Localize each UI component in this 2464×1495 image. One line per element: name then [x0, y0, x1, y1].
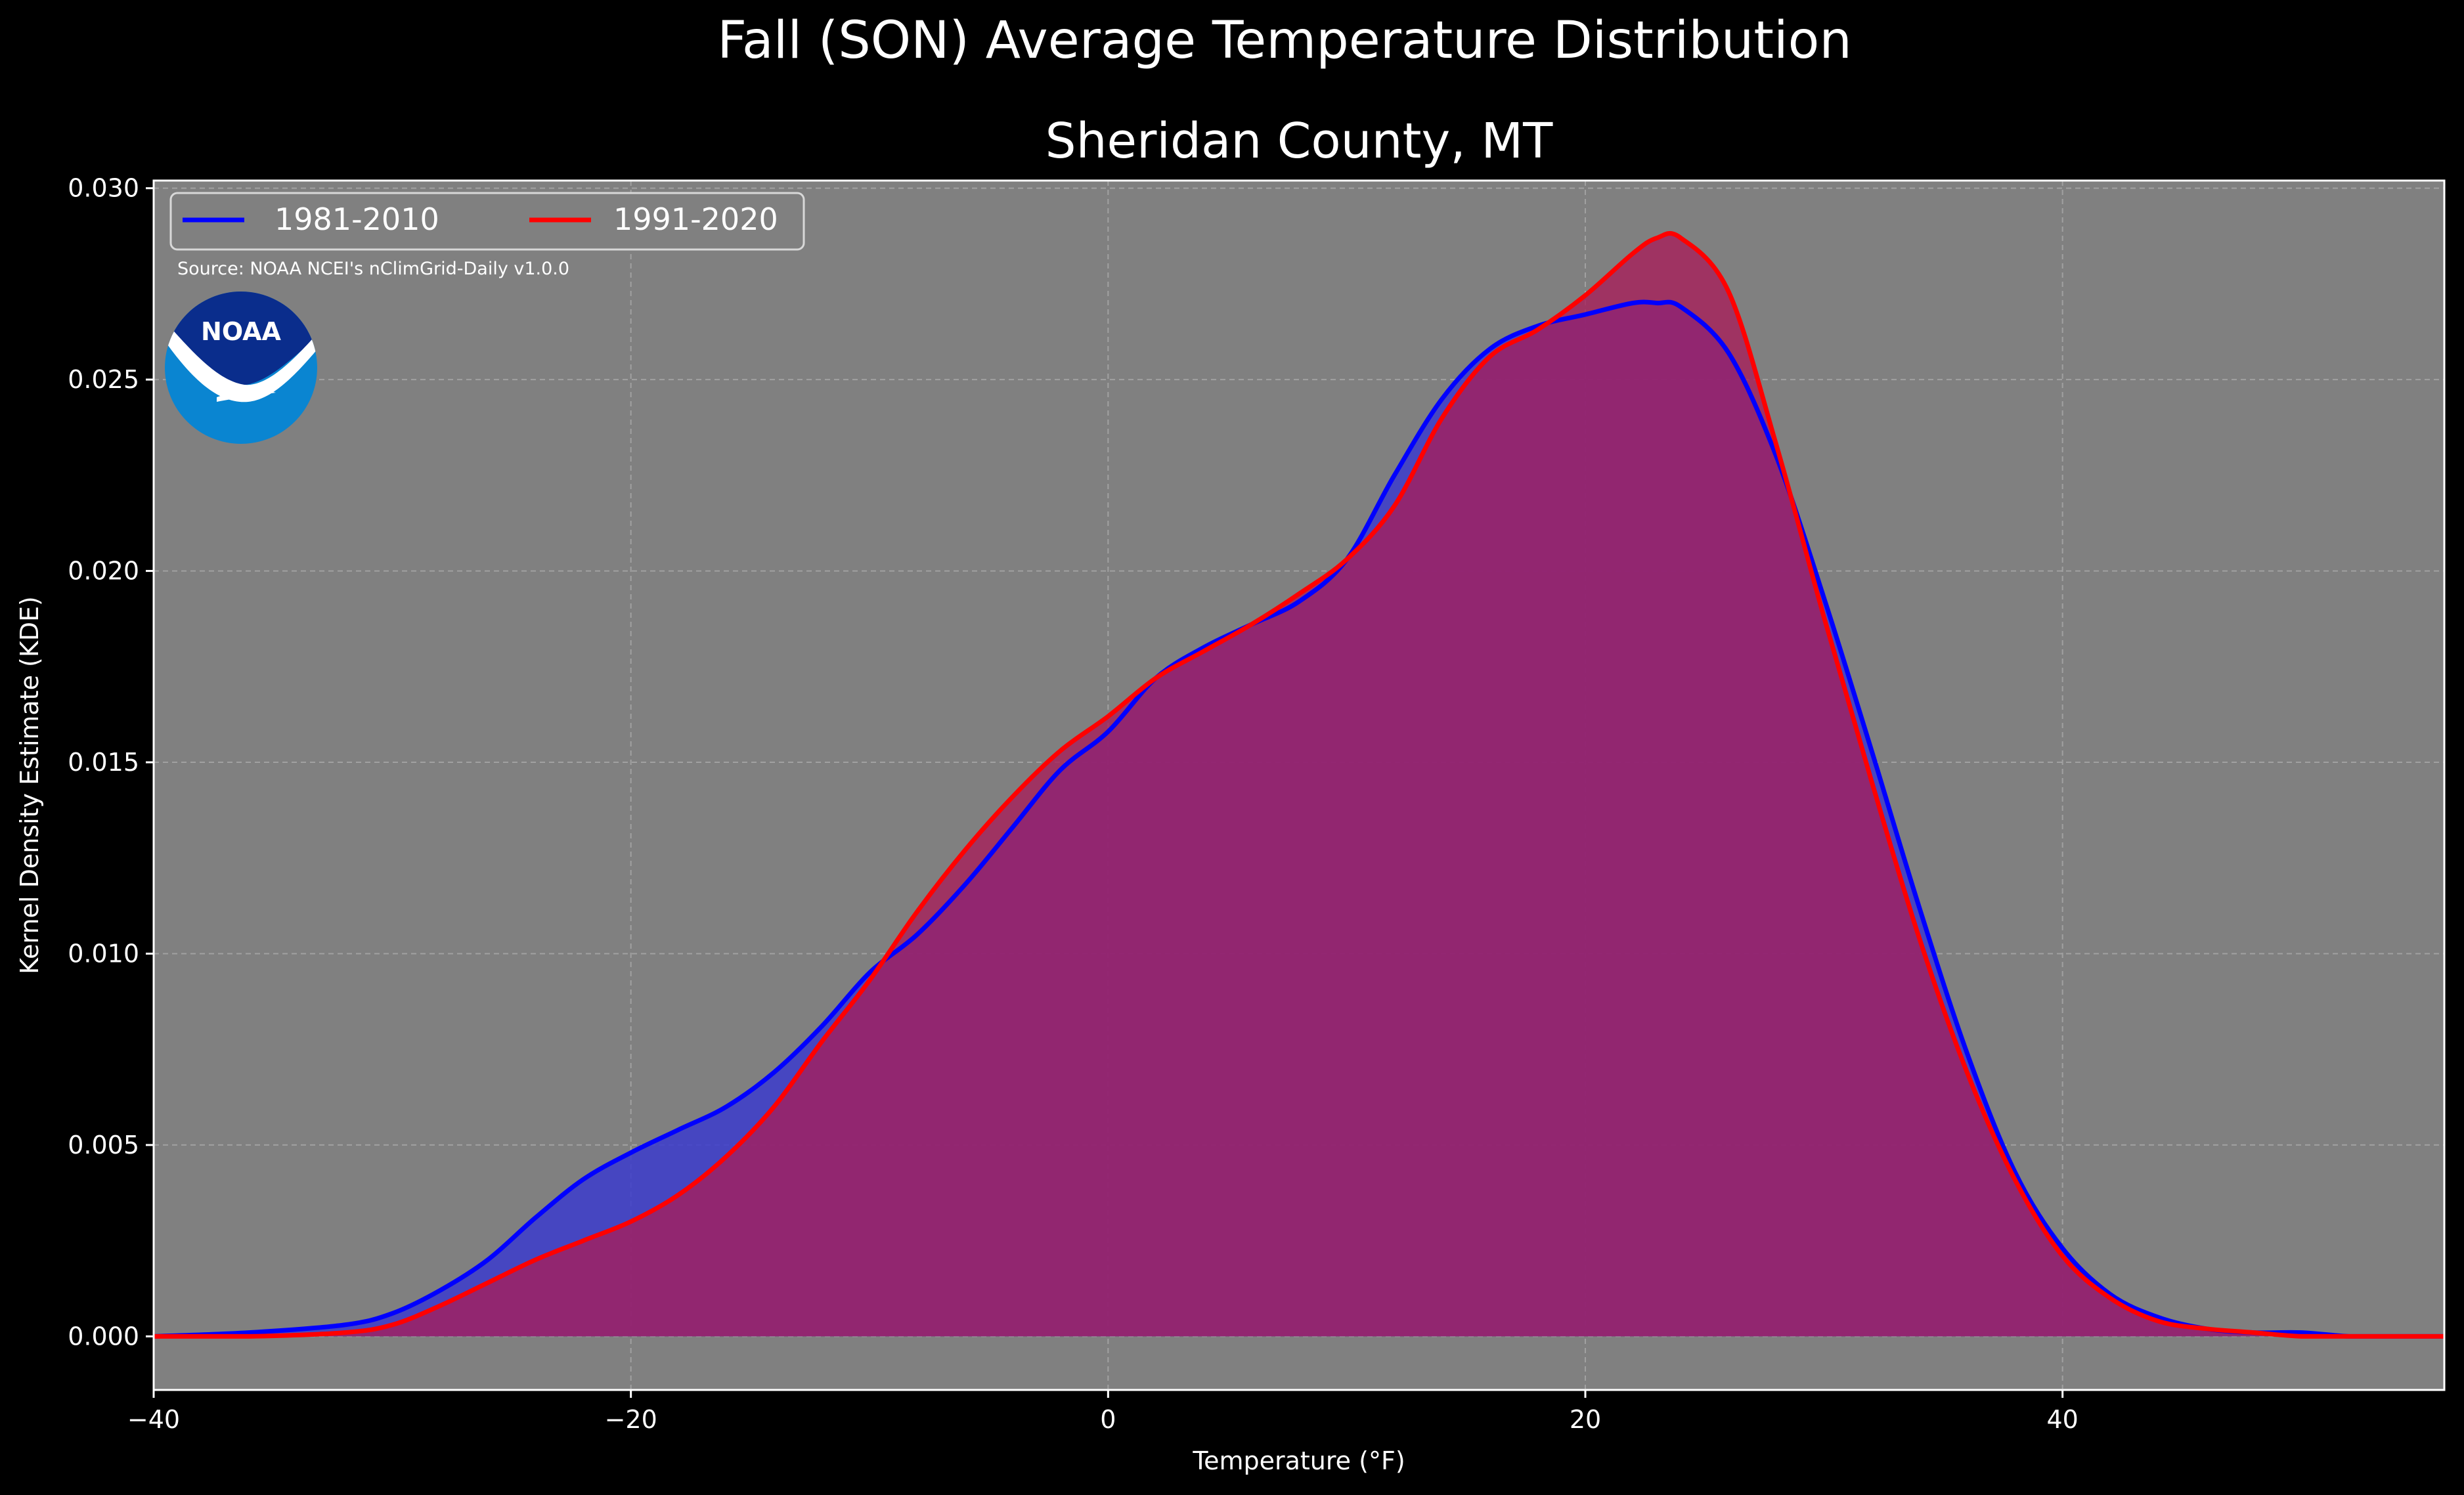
y-tick-label: 0.010 [68, 939, 139, 968]
y-tick-label: 0.020 [68, 557, 139, 586]
x-tick-label: −20 [605, 1405, 657, 1434]
y-axis-label: Kernel Density Estimate (KDE) [15, 596, 44, 974]
chart-title: Sheridan County, MT [1045, 113, 1554, 169]
legend-label-1991-2020: 1991-2020 [613, 202, 778, 237]
y-tick-label: 0.005 [68, 1131, 139, 1159]
legend: 1981-2010 1991-2020 [169, 192, 805, 251]
source-note: Source: NOAA NCEI's nClimGrid-Daily v1.0… [177, 259, 569, 279]
x-tick-label: 20 [1570, 1405, 1601, 1434]
y-tick-label: 0.015 [68, 748, 139, 777]
density-line-1981-2010 [153, 299, 2444, 1339]
y-tick-label: 0.030 [68, 174, 139, 203]
legend-box [169, 192, 805, 251]
x-tick-label: 0 [1100, 1405, 1116, 1434]
figure-suptitle: Fall (SON) Average Temperature Distribut… [717, 11, 1852, 70]
legend-label-1981-2010: 1981-2010 [275, 202, 439, 237]
plot-frame [152, 179, 2446, 1391]
y-tick-label: 0.000 [68, 1322, 139, 1351]
axis-ticks: −40 −20 0 20 40 0.000 0.005 0.010 0.015 0.020 0.02… [68, 174, 2079, 1434]
density-fill-1991-2020 [154, 233, 2444, 1337]
x-tick-label: 40 [2046, 1405, 2078, 1434]
x-tick-label: −40 [127, 1405, 180, 1434]
noaa-logo-text: NOAA [201, 317, 281, 346]
density-line-1991-2020 [154, 230, 2444, 1339]
density-lines [153, 230, 2444, 1339]
density-fills [154, 233, 2444, 1337]
y-tick-label: 0.025 [68, 365, 139, 394]
x-axis-label: Temperature (°F) [1192, 1446, 1405, 1475]
